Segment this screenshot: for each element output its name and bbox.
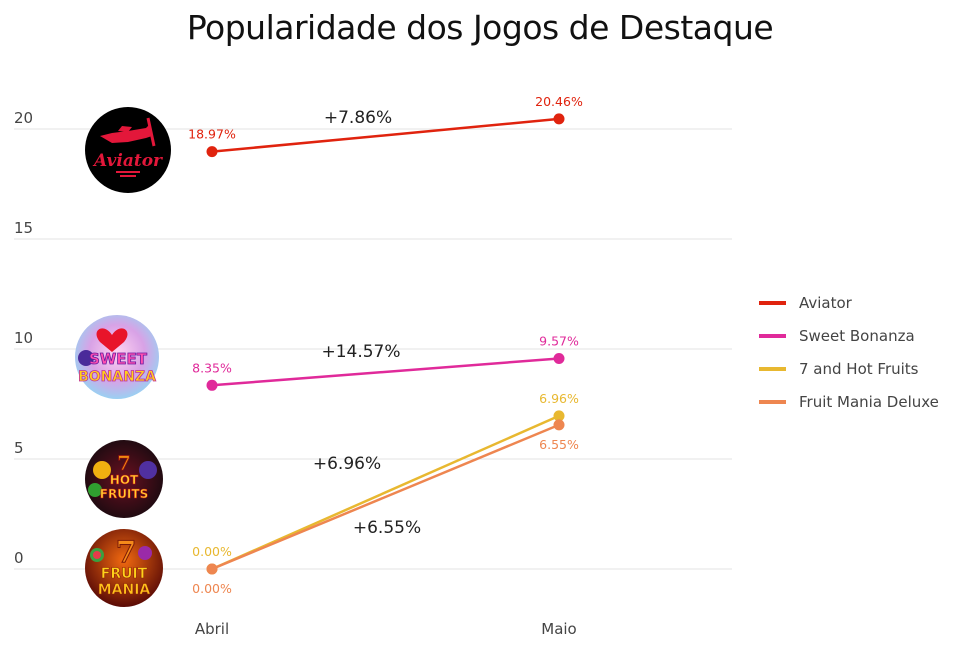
data-label: 20.46%: [535, 94, 583, 109]
legend-item: Aviator: [759, 294, 853, 312]
legend-label: Aviator: [799, 294, 853, 312]
data-point: [206, 146, 218, 158]
chart-title: Popularidade dos Jogos de Destaque: [186, 8, 774, 47]
data-point: [206, 379, 218, 391]
legend-item: Fruit Mania Deluxe: [759, 393, 939, 411]
data-label: 0.00%: [192, 581, 232, 596]
y-tick-label: 0: [14, 549, 24, 567]
svg-text:7: 7: [117, 451, 131, 475]
data-label: 6.96%: [539, 391, 579, 406]
hot-fruits-logo-icon: 7 HOT FRUITS: [85, 440, 163, 518]
data-point: [553, 410, 565, 422]
change-labels: +7.86% +14.57% +6.96% +6.55%: [313, 108, 421, 538]
svg-text:BONANZA: BONANZA: [78, 369, 156, 385]
series-lines: [206, 113, 565, 575]
data-label: 18.97%: [188, 127, 236, 142]
series-line: [211, 357, 560, 387]
svg-text:FRUIT: FRUIT: [101, 566, 148, 582]
data-labels: 18.97% 20.46% 8.35% 9.57% 0.00% 6.96% 0.00% 6.5…: [188, 94, 583, 596]
legend-label: 7 and Hot Fruits: [799, 360, 919, 378]
svg-text:FRUITS: FRUITS: [100, 487, 148, 501]
change-label: +7.86%: [324, 108, 392, 128]
sweet-bonanza-logo-icon: SWEET BONANZA: [75, 315, 159, 399]
data-point: [553, 419, 565, 431]
x-axis: Abril Maio: [195, 620, 577, 638]
svg-text:MANIA: MANIA: [98, 582, 151, 598]
series-line: [211, 423, 560, 571]
change-label: +6.55%: [353, 518, 421, 538]
series-line: [211, 414, 560, 571]
game-icons: Aviator SWEET BONANZA 7 HOT FRUITS 7: [75, 107, 171, 607]
svg-text:SWEET: SWEET: [89, 350, 148, 368]
data-point: [553, 352, 565, 364]
svg-text:HOT: HOT: [110, 473, 139, 487]
y-tick-label: 5: [14, 439, 24, 457]
legend: Aviator Sweet Bonanza 7 and Hot Fruits Frui…: [759, 294, 939, 411]
aviator-logo-icon: Aviator: [85, 107, 171, 193]
data-label: 9.57%: [539, 333, 579, 348]
legend-label: Sweet Bonanza: [799, 327, 915, 345]
data-point: [553, 113, 565, 125]
change-label: +14.57%: [321, 342, 400, 362]
legend-item: Sweet Bonanza: [759, 327, 915, 345]
legend-item: 7 and Hot Fruits: [759, 360, 919, 378]
svg-text:Aviator: Aviator: [92, 151, 163, 171]
data-label: 6.55%: [539, 437, 579, 452]
x-tick-label: Abril: [195, 620, 229, 638]
data-point: [206, 563, 218, 575]
y-axis: 0 5 10 15 20: [14, 109, 33, 567]
data-label: 8.35%: [192, 360, 232, 375]
change-label: +6.96%: [313, 454, 381, 474]
fruit-mania-logo-icon: 7 FRUIT MANIA: [85, 529, 163, 607]
x-tick-label: Maio: [541, 620, 576, 638]
series-line: [211, 117, 560, 153]
y-tick-label: 10: [14, 329, 33, 347]
data-label: 0.00%: [192, 544, 232, 559]
y-tick-label: 20: [14, 109, 33, 127]
svg-text:7: 7: [116, 535, 137, 570]
y-tick-label: 15: [14, 219, 33, 237]
legend-label: Fruit Mania Deluxe: [799, 393, 939, 411]
